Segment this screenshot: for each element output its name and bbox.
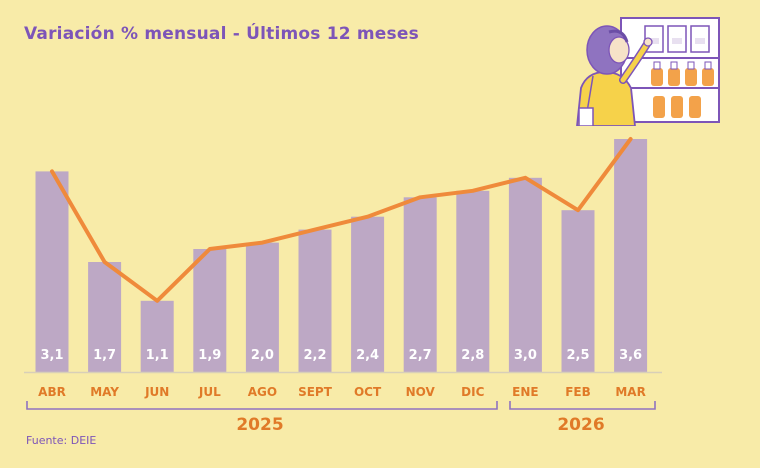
bar-abr <box>35 171 69 372</box>
tick-label-abr: ABR <box>38 385 66 399</box>
tick-label-nov: NOV <box>406 385 436 399</box>
bar-mar <box>614 139 648 372</box>
value-label-dic: 2,8 <box>461 348 484 363</box>
bar-feb <box>561 210 595 372</box>
bar-ago <box>245 242 279 372</box>
shopper-at-supermarket-shelf-icon <box>576 17 720 126</box>
value-label-may: 1,7 <box>93 348 116 363</box>
bar-nov <box>403 197 437 373</box>
value-label-mar: 3,6 <box>619 348 642 363</box>
value-label-abr: 3,1 <box>40 348 63 363</box>
value-label-nov: 2,7 <box>409 348 432 363</box>
chart-title: Variación % mensual - Últimos 12 meses <box>24 24 419 44</box>
bar-oct <box>351 216 385 372</box>
value-label-feb: 2,5 <box>566 348 589 363</box>
year-2026-bracket <box>509 401 656 410</box>
value-label-oct: 2,4 <box>356 348 379 363</box>
bar-ene <box>508 177 542 372</box>
bar-may <box>88 262 122 372</box>
value-label-jun: 1,1 <box>146 348 169 363</box>
tick-label-jul: JUL <box>198 385 221 399</box>
tick-label-dic: DIC <box>461 385 484 399</box>
value-label-ago: 2,0 <box>251 348 274 363</box>
tick-label-ago: AGO <box>248 385 277 399</box>
year-2026-label: 2026 <box>557 415 604 435</box>
trend-line <box>50 137 633 303</box>
bar-jun <box>140 300 174 372</box>
bar-dic <box>456 190 490 372</box>
value-labels: 3,1 1,7 1,1 1,9 2,0 2,2 2,4 2,7 2,8 3,0 2,5 3,6 <box>40 348 642 363</box>
tick-labels: ABR MAY JUN JUL AGO SEPT OCT NOV DIC ENE FEB MAR <box>38 385 646 399</box>
value-label-jul: 1,9 <box>198 348 221 363</box>
value-label-ene: 3,0 <box>514 348 537 363</box>
tick-label-jun: JUN <box>144 385 169 399</box>
tick-label-ene: ENE <box>512 385 538 399</box>
bar-jul <box>193 249 227 372</box>
tick-label-oct: OCT <box>354 385 382 399</box>
tick-label-may: MAY <box>90 385 119 399</box>
year-2025-label: 2025 <box>236 415 283 435</box>
source-note: Fuente: DEIE <box>26 434 97 447</box>
tick-label-feb: FEB <box>565 385 591 399</box>
value-label-sept: 2,2 <box>303 348 326 363</box>
tick-label-sept: SEPT <box>298 385 333 399</box>
bars <box>35 139 648 373</box>
year-2025-bracket <box>26 401 498 410</box>
bar-sept <box>298 229 332 372</box>
tick-label-mar: MAR <box>615 385 645 399</box>
